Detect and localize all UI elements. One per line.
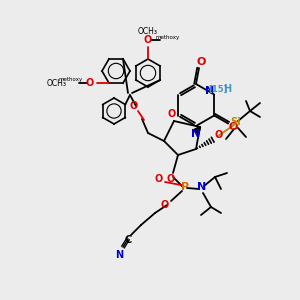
Text: methoxy: methoxy [59,76,83,82]
Text: methoxy: methoxy [156,34,180,40]
Text: O: O [161,200,169,210]
Text: O: O [168,109,176,119]
Text: N: N [115,250,123,260]
Text: O: O [155,174,163,184]
Text: C: C [124,235,132,245]
Text: OCH₃: OCH₃ [138,28,158,37]
Text: Si: Si [231,117,241,127]
Text: O: O [167,174,175,184]
Polygon shape [193,127,200,134]
Text: H: H [223,85,231,94]
Text: P: P [181,182,189,192]
Text: N: N [191,129,201,139]
Text: O: O [86,78,94,88]
Text: N: N [205,86,214,97]
Text: O: O [215,130,223,140]
Text: [15]: [15] [208,85,228,94]
Text: O: O [229,122,238,131]
Text: O: O [144,35,152,45]
Text: N: N [197,182,207,192]
Text: OCH₃: OCH₃ [47,79,67,88]
Text: O: O [196,57,206,67]
Text: O: O [130,101,138,111]
